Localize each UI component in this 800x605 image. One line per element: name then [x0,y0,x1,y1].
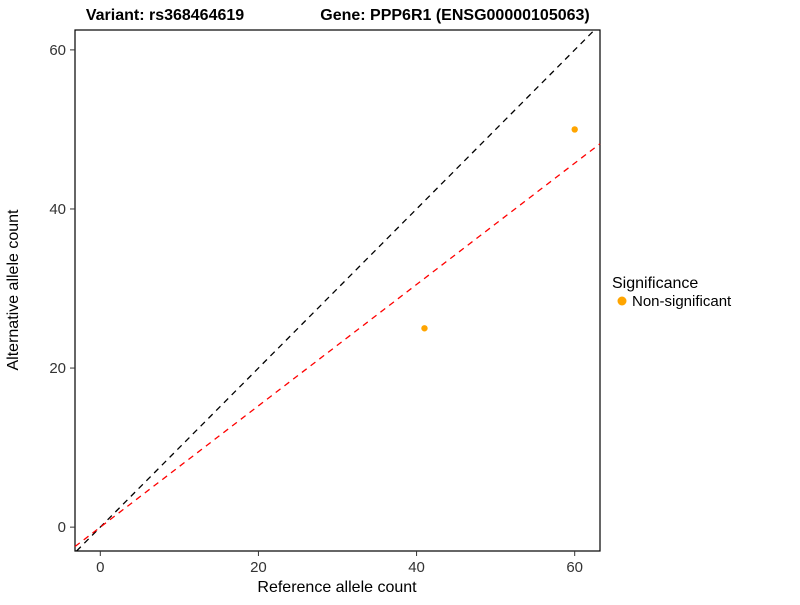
x-tick-label: 40 [408,559,425,576]
legend: Significance Non-significant [612,275,732,310]
y-tick-label: 40 [49,201,66,218]
y-tick-label: 60 [49,42,66,59]
fit-line [74,143,601,548]
legend-item-label: Non-significant [632,293,732,310]
x-tick-label: 0 [96,559,104,576]
axis-ticks: 0 20 40 60 0 20 40 60 [49,42,583,576]
legend-title: Significance [612,275,698,292]
data-point [571,126,578,133]
data-point [421,325,428,332]
legend-point-icon [617,296,627,306]
plot-title-gene: Gene: PPP6R1 (ENSG00000105063) [320,7,589,24]
y-tick-label: 20 [49,360,66,377]
identity-line [76,29,595,552]
reference-lines [74,29,601,552]
y-tick-label: 0 [58,519,66,536]
data-points [421,126,578,332]
x-tick-label: 20 [250,559,267,576]
panel-border [74,29,601,552]
plot-title-variant: Variant: rs368464619 [86,7,244,24]
x-axis-label: Reference allele count [257,579,417,596]
x-tick-label: 60 [566,559,583,576]
y-axis-label: Alternative allele count [5,209,22,371]
